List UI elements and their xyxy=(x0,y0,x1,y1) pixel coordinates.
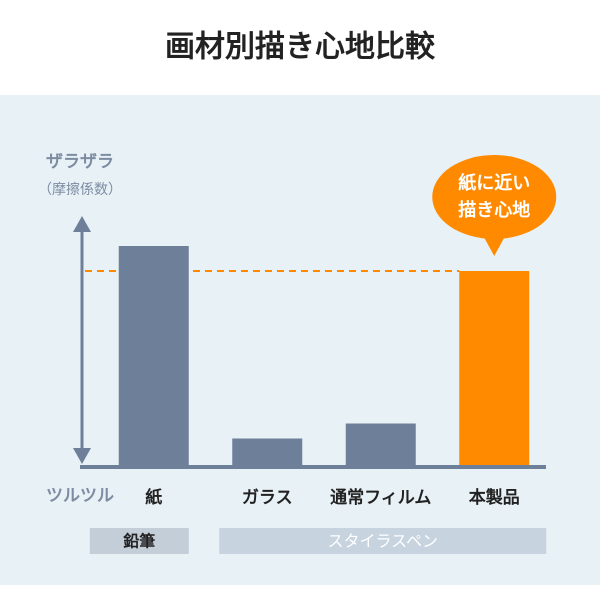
group-band xyxy=(89,528,189,554)
arrow xyxy=(73,216,91,464)
x-tick-label: ガラス xyxy=(242,488,293,508)
x-tick-label: 紙 xyxy=(145,487,162,508)
bar xyxy=(232,438,303,466)
x-tick-label: 通常フィルム xyxy=(330,487,431,508)
x-tick-label: 本製品 xyxy=(469,487,520,508)
group-band xyxy=(219,528,547,554)
group-label: スタイラスペン xyxy=(327,532,438,551)
bar xyxy=(345,423,416,466)
group-label: 鉛筆 xyxy=(123,532,155,551)
callout-text: 描き心地 xyxy=(458,199,530,221)
callout-tail xyxy=(482,234,507,256)
callout-bubble xyxy=(432,155,557,239)
y-label-top: ザラザラ xyxy=(46,152,114,172)
callout-text: 紙に近い xyxy=(458,172,530,194)
y-label-bottom: ツルツル xyxy=(46,486,114,506)
bar xyxy=(459,271,530,466)
chart-title: 画材別描き心地比較 xyxy=(165,30,436,65)
bar xyxy=(118,246,189,466)
y-label-sub: （摩擦係数） xyxy=(38,181,122,198)
